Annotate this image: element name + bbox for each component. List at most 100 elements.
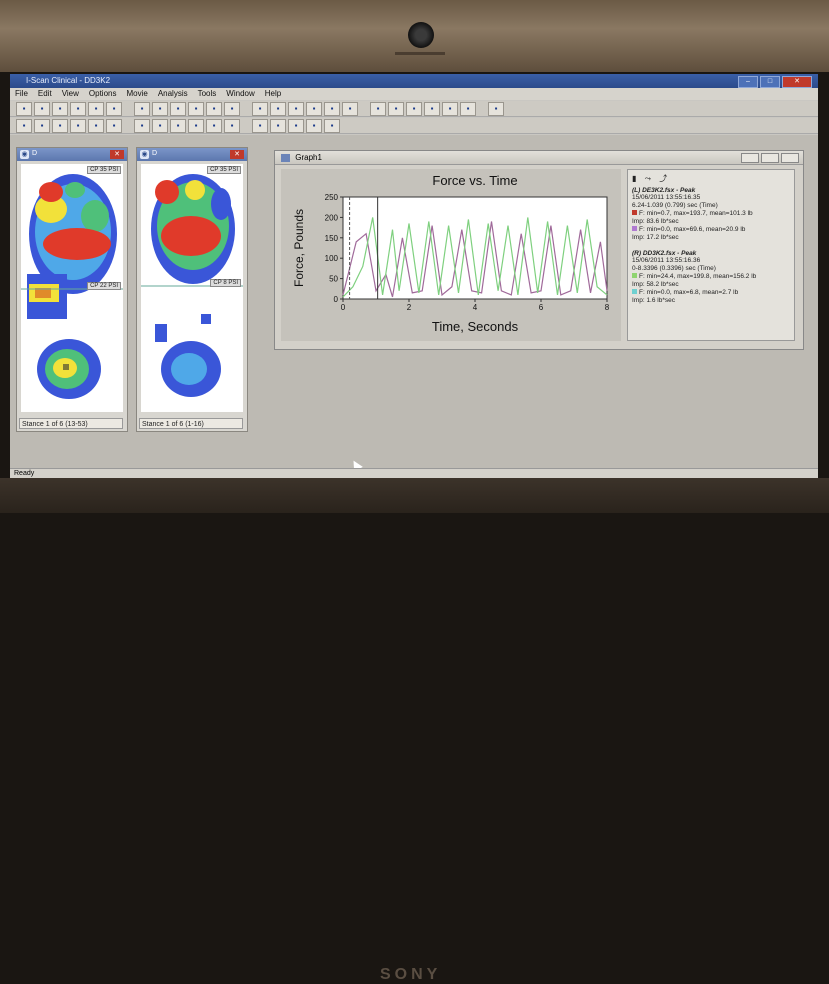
ruler-icon[interactable]: ▪ [270,118,286,133]
pressure-icon[interactable]: ▪ [34,118,50,133]
blank-icon[interactable]: ▪ [70,101,86,116]
graph-icon[interactable]: ▮ [632,174,637,183]
series-line-0 [342,221,608,298]
center-pressure-label: CP 22 PSI [87,282,121,290]
image-icon[interactable]: ▪ [288,118,304,133]
line-icon[interactable]: ▪ [134,118,150,133]
foot-window-right[interactable]: ◉ D ✕ CP 35 [136,147,248,432]
maximize-button[interactable]: □ [760,76,780,88]
menu-view[interactable]: View [61,89,79,98]
plot-area [342,196,608,300]
arrow-icon[interactable]: ▪ [106,118,122,133]
foot-window-left[interactable]: ◉ D ✕ [16,147,128,432]
printer-icon[interactable]: ▪ [134,101,150,116]
disk-icon[interactable]: ▪ [106,101,122,116]
monitor-bezel-top [0,0,829,72]
app-title: I-Scan Clinical - DD3K2 [26,76,111,85]
y-tick-label: 50 [329,275,338,284]
rewind-icon[interactable]: ▪ [270,101,286,116]
export-icon[interactable]: ▪ [306,118,322,133]
select-icon[interactable]: ▪ [170,118,186,133]
y-tick-label: 150 [325,234,339,243]
menu-edit[interactable]: Edit [37,89,52,98]
box-icon[interactable]: ▪ [152,118,168,133]
forward-icon[interactable]: ▪ [342,101,358,116]
calibrate-icon[interactable]: ▪ [424,101,440,116]
tile-icon[interactable]: ▪ [88,118,104,133]
peak-icon[interactable]: ⤳ [644,174,652,183]
close-button[interactable] [781,153,799,163]
chart-icon[interactable]: ▪ [52,118,68,133]
y-tick-label: 0 [334,295,339,304]
peak-pressure-label: CP 35 PSI [207,166,241,174]
menu-analysis[interactable]: Analysis [157,89,188,98]
print-icon[interactable]: ▪ [52,101,68,116]
graph-window[interactable]: Graph1 Force vs. Time 0 50 100 150 200 250 0 2 4 6… [274,150,804,350]
minimize-button[interactable]: – [738,76,758,88]
grid-icon[interactable]: ▪ [460,101,476,116]
pressure-map-left[interactable]: CP 35 PSI CP 22 PSI [21,164,123,412]
x-tick-label: 8 [605,303,610,312]
foot-window-caption[interactable]: ◉ D ✕ [17,148,127,161]
paste-icon[interactable]: ▪ [188,101,204,116]
peak-pressure-label: CP 35 PSI [87,166,121,174]
menu-tools[interactable]: Tools [197,89,217,98]
legend-right-imp1: Imp: 58.2 lb*sec [632,281,679,288]
region-icon[interactable]: ▪ [70,118,86,133]
legend-left-date: 15/06/2011 13:55:16.35 [632,194,701,201]
menu-window[interactable]: Window [226,89,255,98]
folder-icon[interactable]: ▪ [88,101,104,116]
camera-icon[interactable]: ▪ [406,101,422,116]
chart-icon[interactable]: ▪ [442,101,458,116]
play-icon[interactable]: ▪ [324,101,340,116]
copy-icon[interactable]: ▪ [170,101,186,116]
close-button[interactable]: ✕ [782,76,812,88]
first-frame-icon[interactable]: ▪ [224,101,240,116]
close-icon[interactable]: ✕ [110,150,124,159]
center-pressure-label: CP 8 PSI [210,279,241,287]
table-icon[interactable]: ▪ [224,118,240,133]
stance-status: Stance 1 of 6 (1-16) [139,418,243,429]
trace-icon[interactable]: ▪ [206,118,222,133]
legend-left-imp1: Imp: 83.6 lb*sec [632,218,679,225]
mdi-workspace: ◉ D ✕ [10,135,818,472]
help-icon[interactable]: ▪ [488,101,504,116]
maximize-button[interactable] [761,153,779,163]
peak-icon[interactable]: ▪ [188,118,204,133]
webcam [408,22,434,48]
menu-movie[interactable]: Movie [126,89,148,98]
x-axis-label: Time, Seconds [432,319,519,334]
graph-icon [281,153,290,162]
close-icon[interactable]: ✕ [230,150,244,159]
x-tick-label: 6 [539,303,544,312]
preview-icon[interactable]: ▪ [152,101,168,116]
graph-icon[interactable]: ▪ [252,118,268,133]
stop-icon[interactable]: ▪ [288,101,304,116]
last-frame-icon[interactable]: ▪ [370,101,386,116]
series-line-1 [342,217,608,298]
menu-options[interactable]: Options [88,89,117,98]
foot-window-caption[interactable]: ◉ D ✕ [137,148,247,161]
play-back-icon[interactable]: ▪ [306,101,322,116]
undo-icon[interactable]: ▪ [206,101,222,116]
record-icon[interactable]: ▪ [388,101,404,116]
force-time-chart[interactable]: Force vs. Time 0 50 100 150 200 250 0 2 4 6 8 Time, … [281,169,621,341]
foot-icon[interactable]: ▪ [16,118,32,133]
trace-icon[interactable]: ⤴ [659,174,668,183]
legend-left-imp2: Imp: 17.2 lb*sec [632,234,679,241]
open-icon[interactable]: ▪ [16,101,32,116]
minimize-button[interactable] [741,153,759,163]
legend-left-f1: F: min=0.7, max=193.7, mean=101.3 lb [632,210,790,218]
title-bar: I-Scan Clinical - DD3K2 – □ ✕ [10,74,818,88]
pressure-map-right[interactable]: CP 35 PSI CP 8 PSI [141,164,243,412]
stats-text: F: min=0.0, max=6.8, mean=2.7 lb [639,289,739,296]
stats-text: F: min=0.0, max=69.6, mean=20.9 lb [639,226,746,233]
prev-frame-icon[interactable]: ▪ [252,101,268,116]
save-icon[interactable]: ▪ [34,101,50,116]
window-icon[interactable]: ▪ [324,118,340,133]
graph-window-caption[interactable]: Graph1 [275,151,803,165]
menu-help[interactable]: Help [264,89,282,98]
y-tick-label: 250 [325,193,339,202]
menu-file[interactable]: File [15,89,28,98]
toolbar-tools: ▪ ▪ ▪ ▪ ▪ ▪ ▪ ▪ ▪ ▪ ▪ ▪ ▪ ▪ ▪ ▪ ▪ [10,118,818,134]
